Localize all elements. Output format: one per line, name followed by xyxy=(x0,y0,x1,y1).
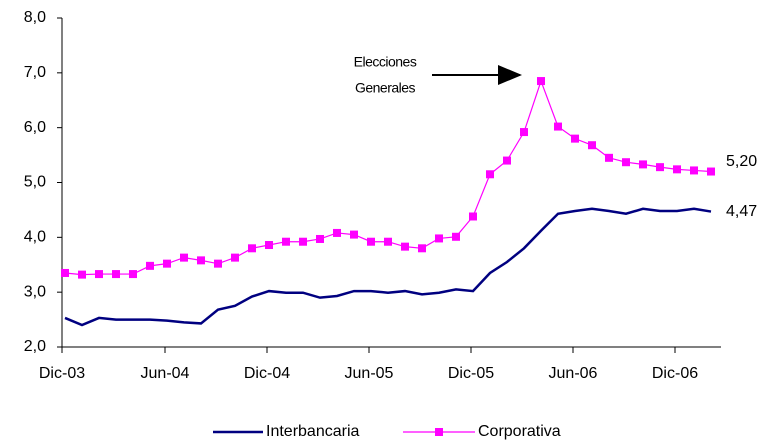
point-marker xyxy=(78,270,86,279)
y-tick-label: 5,0 xyxy=(24,174,46,191)
point-marker xyxy=(299,237,307,246)
y-tick-label: 8,0 xyxy=(24,9,46,26)
point-marker xyxy=(129,270,137,279)
point-marker xyxy=(435,234,443,243)
legend-label: Interbancaria xyxy=(266,423,359,440)
point-marker xyxy=(146,261,154,270)
point-marker xyxy=(554,122,562,131)
point-marker xyxy=(486,170,494,179)
y-tick-label: 3,0 xyxy=(24,283,46,300)
point-marker xyxy=(707,167,715,176)
point-marker xyxy=(214,259,222,268)
point-marker xyxy=(265,241,273,250)
point-marker xyxy=(61,268,69,277)
point-marker xyxy=(401,242,409,251)
x-tick-label: Dic-05 xyxy=(448,365,494,382)
point-marker xyxy=(316,234,324,243)
x-tick-label: Jun-06 xyxy=(549,365,598,382)
point-marker xyxy=(605,153,613,162)
annotation: Generales xyxy=(355,80,416,96)
point-marker xyxy=(656,163,664,172)
point-marker xyxy=(180,253,188,262)
point-marker xyxy=(231,253,239,262)
value-label: 4,47 xyxy=(726,203,757,220)
x-tick-label: Dic-06 xyxy=(652,365,698,382)
legend-marker xyxy=(435,428,443,436)
point-marker xyxy=(418,244,426,253)
point-marker xyxy=(588,141,596,150)
x-tick-label: Dic-04 xyxy=(244,365,290,382)
point-marker xyxy=(690,166,698,175)
point-marker xyxy=(452,232,460,241)
point-marker xyxy=(571,134,579,143)
point-marker xyxy=(469,212,477,221)
x-tick-label: Jun-05 xyxy=(345,365,394,382)
point-marker xyxy=(197,256,205,265)
x-tick-label: Jun-04 xyxy=(141,365,190,382)
point-marker xyxy=(622,158,630,167)
point-marker xyxy=(384,237,392,246)
y-tick-label: 7,0 xyxy=(24,64,46,81)
value-label: 5,20 xyxy=(726,153,757,170)
point-marker xyxy=(333,228,341,237)
point-marker xyxy=(673,165,681,174)
point-marker xyxy=(350,230,358,239)
point-marker xyxy=(163,259,171,268)
y-tick-label: 4,0 xyxy=(24,229,46,246)
x-tick-label: Dic-03 xyxy=(39,365,85,382)
point-marker xyxy=(520,128,528,137)
point-marker xyxy=(503,156,511,165)
annotation: Elecciones xyxy=(354,54,417,70)
point-marker xyxy=(248,244,256,253)
point-marker xyxy=(639,160,647,169)
y-tick-label: 6,0 xyxy=(24,119,46,136)
point-marker xyxy=(112,270,120,279)
series-line xyxy=(64,207,712,327)
y-tick-label: 2,0 xyxy=(24,338,46,355)
point-marker xyxy=(282,237,290,246)
point-marker xyxy=(537,77,545,86)
legend-label: Corporativa xyxy=(478,423,561,440)
point-marker xyxy=(95,270,103,279)
point-marker xyxy=(367,237,375,246)
